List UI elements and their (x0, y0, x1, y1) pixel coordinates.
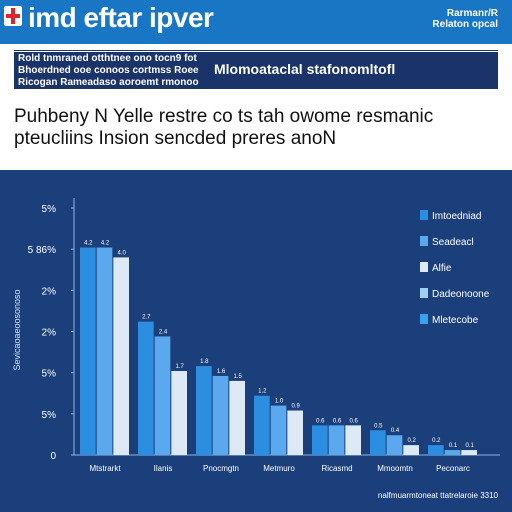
notice-bold-text: Mlomoataclal stafonomltofl (214, 61, 396, 77)
header-meta-line2: Relaton opcal (432, 19, 498, 30)
bar-data-label: 1.7 (175, 364, 184, 370)
x-tick-label: Mmoomtn (377, 464, 413, 473)
heading-line2: pteucliins Insion sencded preres anoN (14, 128, 337, 149)
bar-chart: 5% 5 86% 2% 2% 5% 5% 0 Sevicaoaeoosonoso 4.2 4.2 4… (12, 198, 500, 500)
site-header: imd eftar ipver Rarmanr/R Relaton opcal (0, 0, 512, 44)
x-tick-label: Mtstrarkt (89, 464, 121, 473)
article-heading: Puhbeny N Yelle restre co ts tah owome r… (14, 106, 504, 150)
legend-swatch (420, 288, 428, 298)
bar (229, 380, 245, 455)
heading-line1: Puhbeny N Yelle restre co ts tah owome r… (14, 106, 434, 127)
x-tick-label: Metmuro (263, 464, 295, 473)
bar-data-label: 1.8 (200, 359, 209, 365)
notice-banner: Rold tnmraned otthtnee ono tocn9 fot Bho… (14, 52, 498, 89)
x-tick-label: Pnocmgtn (203, 464, 239, 473)
y-tick-label: 5% (42, 369, 57, 380)
red-cross-icon[interactable] (4, 6, 22, 26)
bar-data-label: 4.0 (117, 250, 126, 256)
bar (444, 450, 461, 455)
bar-data-label: 0.2 (407, 438, 416, 444)
bar-data-label: 0.6 (333, 418, 342, 424)
y-axis-title: Sevicaoaeoosonoso (12, 289, 22, 370)
notice-line3: Ricogan Rameadaso aoroemt rmonoo (18, 77, 199, 88)
bar (171, 371, 187, 455)
bar (212, 375, 229, 455)
bar-data-label: 1.0 (275, 399, 284, 405)
site-title[interactable]: imd eftar ipver (28, 2, 214, 33)
legend-label: Seadeacl (432, 237, 474, 248)
bar (80, 247, 96, 455)
bar-data-label: 1.5 (233, 374, 242, 380)
bar (287, 410, 303, 455)
y-tick-label: 2% (42, 328, 57, 339)
legend-label: Dadeonoone (432, 289, 490, 300)
bar-data-label: 2.4 (159, 329, 168, 335)
x-tick-label: Ilanis (154, 464, 173, 473)
bar-data-label: 0.2 (432, 438, 441, 444)
legend-swatch (420, 262, 428, 272)
legend-swatch (420, 210, 428, 220)
bar-data-label: 2.7 (142, 315, 151, 321)
bar (461, 450, 477, 455)
legend-swatch (420, 236, 428, 246)
bar-data-label: 1.6 (217, 369, 226, 375)
bar-data-label: 0.4 (391, 428, 400, 434)
header-meta-line1: Rarmanr/R (446, 8, 498, 19)
notice-line1: Rold tnmraned otthtnee ono tocn9 fot (18, 53, 197, 64)
legend-swatch (420, 314, 428, 324)
bar (312, 425, 328, 455)
bar (113, 257, 129, 455)
y-tick-label: 2% (42, 286, 57, 297)
legend-label: Mletecobe (432, 315, 479, 326)
bar-data-label: 4.2 (84, 241, 93, 247)
y-tick-label: 5% (42, 410, 57, 421)
legend-label: Alfie (432, 263, 452, 274)
bar-data-label: 4.2 (101, 241, 110, 247)
bar-data-label: 0.1 (449, 443, 458, 449)
chart-panel: 5% 5 86% 2% 2% 5% 5% 0 Sevicaoaeoosonoso 4.2 4.2 4… (0, 170, 512, 512)
bar (138, 321, 154, 455)
bar-data-label: 0.6 (349, 418, 358, 424)
y-tick-label: 5 86% (28, 245, 56, 256)
y-tick-label: 0 (50, 451, 56, 462)
bar (154, 336, 171, 455)
bar (196, 366, 212, 455)
bar-data-label: 0.6 (316, 418, 325, 424)
x-tick-label: Ricasmd (321, 464, 352, 473)
bar (254, 395, 270, 455)
bar-data-label: 0.9 (291, 404, 300, 410)
bar-data-label: 1.2 (258, 389, 267, 395)
x-tick-label: Peconarc (436, 464, 470, 473)
chart-footer: nalfmuarmtoneat ttatrelaroie 3310 (378, 491, 499, 500)
bar (96, 247, 113, 455)
bar (403, 445, 419, 455)
bar (428, 445, 444, 455)
header-meta: Rarmanr/R Relaton opcal (432, 8, 498, 30)
bar (370, 430, 386, 455)
bar (345, 425, 361, 455)
bar (328, 425, 345, 455)
bar-data-label: 0.1 (465, 443, 474, 449)
bar-data-label: 0.5 (374, 423, 383, 429)
divider (14, 50, 498, 51)
bar (386, 435, 403, 455)
legend-label: Imtoedniad (432, 211, 481, 222)
bar (270, 405, 287, 455)
y-tick-label: 5% (42, 204, 57, 215)
notice-line2: Bhoerdned ooe conoos cortmss Roee (18, 65, 199, 76)
